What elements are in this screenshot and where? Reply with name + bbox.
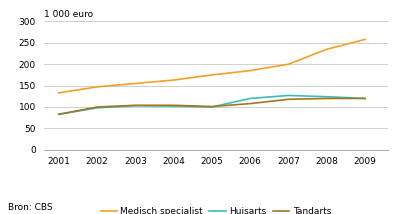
Text: Bron: CBS: Bron: CBS bbox=[8, 203, 53, 212]
Legend: Medisch specialist, Huisarts, Tandarts: Medisch specialist, Huisarts, Tandarts bbox=[97, 203, 335, 214]
Text: 1 000 euro: 1 000 euro bbox=[44, 10, 93, 19]
